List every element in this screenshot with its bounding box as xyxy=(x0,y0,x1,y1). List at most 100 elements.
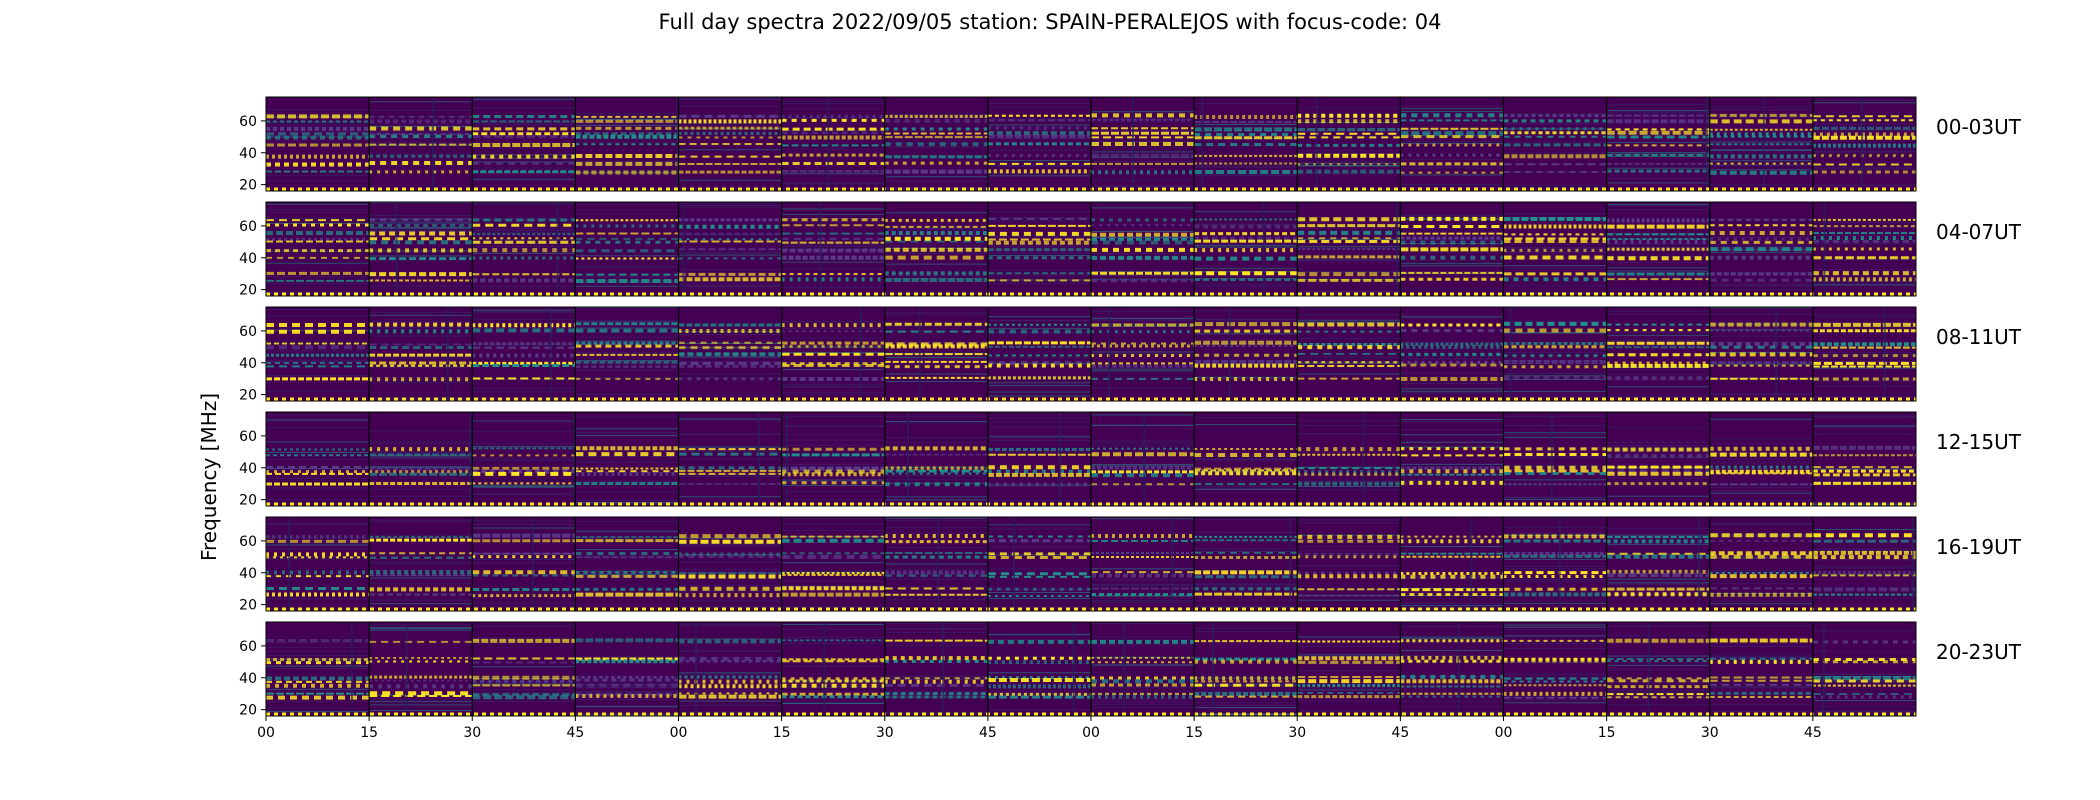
noise-line xyxy=(1297,271,1401,273)
noise-line xyxy=(575,255,679,257)
vertical-artifact xyxy=(549,307,552,401)
noise-line xyxy=(884,632,988,634)
noise-line xyxy=(472,167,576,169)
noise-line xyxy=(1812,313,1916,315)
x-tick-label: 45 xyxy=(566,725,584,741)
noise-line xyxy=(678,149,782,151)
noise-line xyxy=(1091,679,1195,681)
noise-line xyxy=(987,175,1091,177)
noise-line xyxy=(884,675,988,677)
noise-line xyxy=(472,98,576,100)
noise-line xyxy=(1812,396,1916,398)
noise-line xyxy=(575,266,679,268)
vertical-artifact xyxy=(1647,622,1650,716)
x-tick-label: 00 xyxy=(670,725,688,741)
noise-line xyxy=(1606,247,1710,249)
noise-line xyxy=(1297,307,1401,309)
noise-line xyxy=(781,327,885,329)
noise-line xyxy=(1709,160,1813,162)
noise-line xyxy=(369,311,473,313)
noise-line xyxy=(1812,151,1916,153)
noise-line xyxy=(266,124,370,126)
vertical-artifact xyxy=(918,307,921,401)
noise-line xyxy=(1709,686,1813,688)
noise-line xyxy=(1709,218,1813,220)
noise-line xyxy=(678,179,782,181)
vertical-artifact xyxy=(1762,97,1765,191)
noise-line xyxy=(781,479,885,481)
noise-line xyxy=(575,169,679,171)
spectrum-panel xyxy=(575,203,679,287)
noise-line xyxy=(1297,246,1401,248)
noise-line xyxy=(266,250,370,252)
noise-line xyxy=(369,222,473,224)
noise-line xyxy=(1194,175,1298,177)
noise-line xyxy=(1091,579,1195,581)
noise-line xyxy=(1194,605,1298,607)
noise-line xyxy=(1503,424,1607,426)
noise-line xyxy=(781,100,885,102)
noise-line xyxy=(987,436,1091,438)
spectrum-panel xyxy=(781,307,885,401)
noise-line xyxy=(575,351,679,353)
noise-line xyxy=(781,643,885,645)
noise-line xyxy=(884,180,988,182)
noise-line xyxy=(1812,102,1916,104)
noise-line xyxy=(1812,673,1916,675)
noise-line xyxy=(678,433,782,435)
vertical-artifact xyxy=(942,622,945,716)
spectra-row: 20 40 60 xyxy=(239,201,1917,299)
noise-line xyxy=(1091,318,1195,320)
noise-line xyxy=(1709,486,1813,488)
noise-line xyxy=(575,428,679,430)
noise-line xyxy=(1812,415,1916,417)
noise-line xyxy=(1400,637,1504,639)
noise-line xyxy=(884,325,988,327)
noise-line xyxy=(1812,608,1916,610)
noise-line xyxy=(369,220,473,222)
vertical-artifact xyxy=(1558,517,1561,611)
noise-line xyxy=(369,430,473,432)
vertical-artifact xyxy=(469,412,472,506)
spectrum-panel xyxy=(1194,622,1298,716)
noise-line xyxy=(1503,373,1607,375)
noise-line xyxy=(369,327,473,329)
spectrum-panel xyxy=(987,102,1091,177)
spectrum-panel xyxy=(781,518,885,608)
noise-line xyxy=(1709,183,1813,185)
spectrum-panel xyxy=(1606,517,1710,611)
noise-line xyxy=(575,393,679,395)
noise-line xyxy=(1812,279,1916,281)
noise-line xyxy=(1400,392,1504,394)
x-tick-label: 45 xyxy=(979,725,997,741)
noise-line xyxy=(369,577,473,579)
noise-line xyxy=(1400,640,1504,642)
noise-line xyxy=(987,102,1091,104)
noise-line xyxy=(575,687,679,689)
noise-line xyxy=(1812,650,1916,652)
noise-line xyxy=(266,315,370,317)
y-tick-label: 60 xyxy=(239,534,257,550)
noise-line xyxy=(472,637,576,639)
noise-line xyxy=(1194,102,1298,104)
noise-line xyxy=(1503,171,1607,173)
noise-line xyxy=(987,417,1091,419)
noise-line xyxy=(472,218,576,220)
noise-line xyxy=(781,102,885,104)
noise-line xyxy=(266,174,370,176)
noise-line xyxy=(987,546,1091,548)
noise-line xyxy=(1194,246,1298,248)
noise-line xyxy=(1503,213,1607,215)
noise-line xyxy=(678,450,782,452)
noise-line xyxy=(1400,700,1504,702)
noise-line xyxy=(266,468,370,470)
noise-line xyxy=(266,700,370,702)
noise-line xyxy=(1297,466,1401,468)
noise-line xyxy=(1091,387,1195,389)
y-tick-label: 60 xyxy=(239,639,257,655)
noise-line xyxy=(472,285,576,287)
noise-line xyxy=(1709,490,1813,492)
noise-line xyxy=(987,172,1091,174)
noise-line xyxy=(678,373,782,375)
vertical-artifact xyxy=(531,517,534,611)
